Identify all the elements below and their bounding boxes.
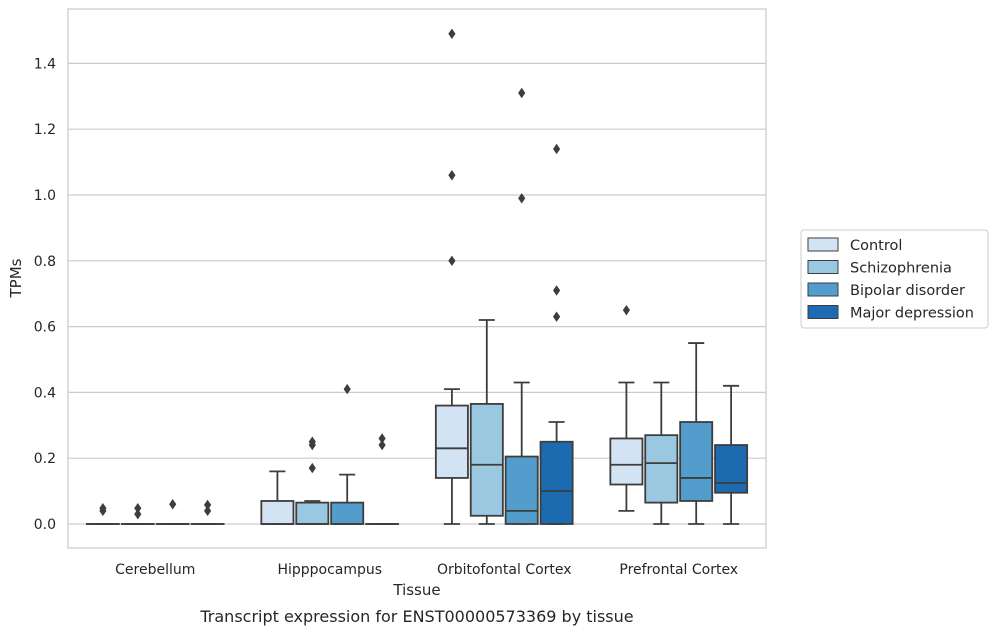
x-tick-label: Hipppocampus xyxy=(277,562,382,578)
y-tick-label: 0.4 xyxy=(34,385,56,401)
legend: Control Schizophrenia Bipolar disorder Majo… xyxy=(800,229,989,329)
box xyxy=(190,499,225,525)
outlier-point xyxy=(169,499,177,510)
outlier-point xyxy=(378,433,386,444)
y-tick-label: 1.0 xyxy=(34,188,56,204)
box-iqr xyxy=(330,501,365,525)
outlier-point xyxy=(448,28,456,39)
outlier-point xyxy=(553,285,561,296)
outlier-point xyxy=(553,143,561,155)
x-axis-label: Tissue xyxy=(392,581,440,599)
box xyxy=(330,383,365,525)
outlier-point xyxy=(99,503,107,514)
outlier-point xyxy=(343,383,351,395)
outlier-point xyxy=(134,508,142,520)
legend-label: Schizophrenia xyxy=(850,261,952,277)
x-axis-ticks: Cerebellum Hipppocampus Orbitofontal Corte… xyxy=(115,562,738,578)
box xyxy=(155,499,190,525)
box-iqr xyxy=(504,455,539,525)
outlier-point xyxy=(448,170,456,181)
box xyxy=(295,436,330,525)
legend-frame xyxy=(800,229,989,329)
box xyxy=(609,304,644,512)
outlier-point xyxy=(134,503,142,514)
box-iqr xyxy=(539,440,574,525)
box-iqr xyxy=(434,404,469,479)
box-group xyxy=(260,383,400,525)
y-tick-label: 1.2 xyxy=(34,122,56,138)
box-iqr xyxy=(609,437,644,486)
y-axis-ticks: 0.0 0.2 0.4 0.6 0.8 1.0 1.2 1.4 xyxy=(34,56,56,533)
legend-label: Control xyxy=(850,238,902,254)
legend-swatch xyxy=(807,282,839,297)
x-tick-label: Cerebellum xyxy=(115,562,195,578)
box xyxy=(434,28,469,525)
outlier-point xyxy=(518,193,526,204)
outlier-point xyxy=(308,436,316,447)
box xyxy=(504,87,539,525)
box xyxy=(469,319,504,525)
box xyxy=(120,503,155,525)
plot-frame xyxy=(67,8,767,549)
box xyxy=(85,503,120,525)
x-tick-label: Orbitofontal Cortex xyxy=(437,562,572,578)
box xyxy=(365,433,400,525)
legend-label: Bipolar disorder xyxy=(850,283,965,299)
outlier-point xyxy=(308,462,316,474)
y-tick-label: 1.4 xyxy=(34,56,56,72)
y-tick-label: 0.8 xyxy=(34,254,56,270)
legend-label: Major depression xyxy=(850,306,974,322)
box xyxy=(644,381,679,525)
y-tick-label: 0.2 xyxy=(34,451,56,467)
box-iqr xyxy=(679,421,714,502)
box xyxy=(260,470,295,525)
y-axis-label: TPMs xyxy=(7,258,25,298)
box-group xyxy=(85,499,225,525)
box-groups xyxy=(85,28,749,525)
box-iqr xyxy=(714,444,749,494)
outlier-point xyxy=(204,499,212,511)
box xyxy=(714,384,749,525)
outlier-point xyxy=(378,439,386,451)
outlier-point xyxy=(553,311,561,322)
box-group xyxy=(434,28,574,525)
grid-lines xyxy=(68,62,766,525)
y-tick-label: 0.0 xyxy=(34,517,56,533)
y-tick-label: 0.6 xyxy=(34,320,56,336)
legend-swatch xyxy=(807,305,839,319)
box-group xyxy=(609,304,749,525)
outlier-point xyxy=(448,255,456,266)
x-tick-label: Prefrontal Cortex xyxy=(619,562,738,578)
legend-swatch xyxy=(807,260,839,274)
box xyxy=(679,342,714,525)
box-iqr xyxy=(260,500,295,525)
box-iqr xyxy=(295,501,330,525)
box xyxy=(539,143,574,525)
box-iqr xyxy=(469,403,504,517)
chart-caption: Transcript expression for ENST0000057336… xyxy=(199,607,633,626)
outlier-point xyxy=(622,304,630,316)
legend-swatch xyxy=(807,237,839,252)
outlier-point xyxy=(518,87,526,99)
box-iqr xyxy=(644,434,679,504)
outlier-point xyxy=(204,505,212,517)
